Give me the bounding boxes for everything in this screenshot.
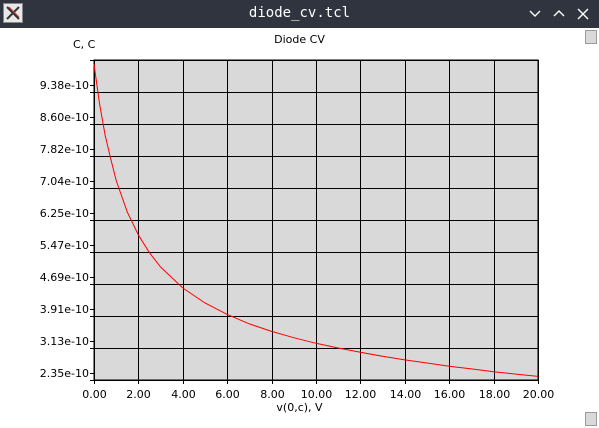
diode-cv-chart[interactable]: 0.00 2.00 4.00 6.00 8.00 10.00 12.00 14.00 16.00… — [0, 28, 599, 428]
x-axis-label: v(0,c), V — [276, 401, 323, 414]
x-tick-label: 12.00 — [345, 388, 377, 401]
x-tick-label: 10.00 — [301, 388, 333, 401]
window-title: diode_cv.tcl — [248, 5, 351, 21]
close-icon — [577, 8, 589, 20]
x-tick-label: 8.00 — [260, 388, 285, 401]
y-tick-label: 6.25e-10 — [40, 207, 89, 220]
y-tick-label: 8.60e-10 — [40, 111, 89, 124]
y-tick-label: 3.91e-10 — [40, 303, 89, 316]
x-tick-label: 4.00 — [171, 388, 196, 401]
x-tick-label: 6.00 — [215, 388, 240, 401]
scroll-corner-top[interactable] — [585, 30, 597, 44]
cv-curve-line — [93, 63, 539, 377]
plot-window-content: Diode CV C, C v(0,c), V 0.00 2.00 4.00 6.00… — [0, 28, 599, 428]
y-axis-label: C, C — [73, 38, 96, 51]
x-tick-label: 18.00 — [479, 388, 511, 401]
y-tick-label: 4.69e-10 — [40, 271, 89, 284]
plot-title: Diode CV — [274, 33, 325, 46]
chevron-down-icon — [529, 10, 541, 17]
y-tick-label: 3.13e-10 — [40, 335, 89, 348]
minimize-button[interactable] — [525, 4, 545, 24]
y-tick-label: 7.82e-10 — [40, 143, 89, 156]
y-tick-label: 2.35e-10 — [40, 367, 89, 380]
scroll-corner-bottom[interactable] — [585, 412, 597, 426]
close-button[interactable] — [573, 4, 593, 24]
x-tick-label: 2.00 — [126, 388, 151, 401]
y-tick-label: 5.47e-10 — [40, 239, 89, 252]
y-tick-label: 7.04e-10 — [40, 175, 89, 188]
x-tick-label: 0.00 — [82, 388, 107, 401]
x-app-icon[interactable] — [3, 3, 23, 23]
window-titlebar[interactable]: diode_cv.tcl — [0, 0, 599, 28]
x-tick-label: 16.00 — [434, 388, 466, 401]
maximize-button[interactable] — [549, 4, 569, 24]
x-tick-label: 14.00 — [390, 388, 422, 401]
y-tick-label: 9.38e-10 — [40, 79, 89, 92]
chevron-up-icon — [553, 10, 565, 17]
x-tick-label: 20.00 — [523, 388, 555, 401]
